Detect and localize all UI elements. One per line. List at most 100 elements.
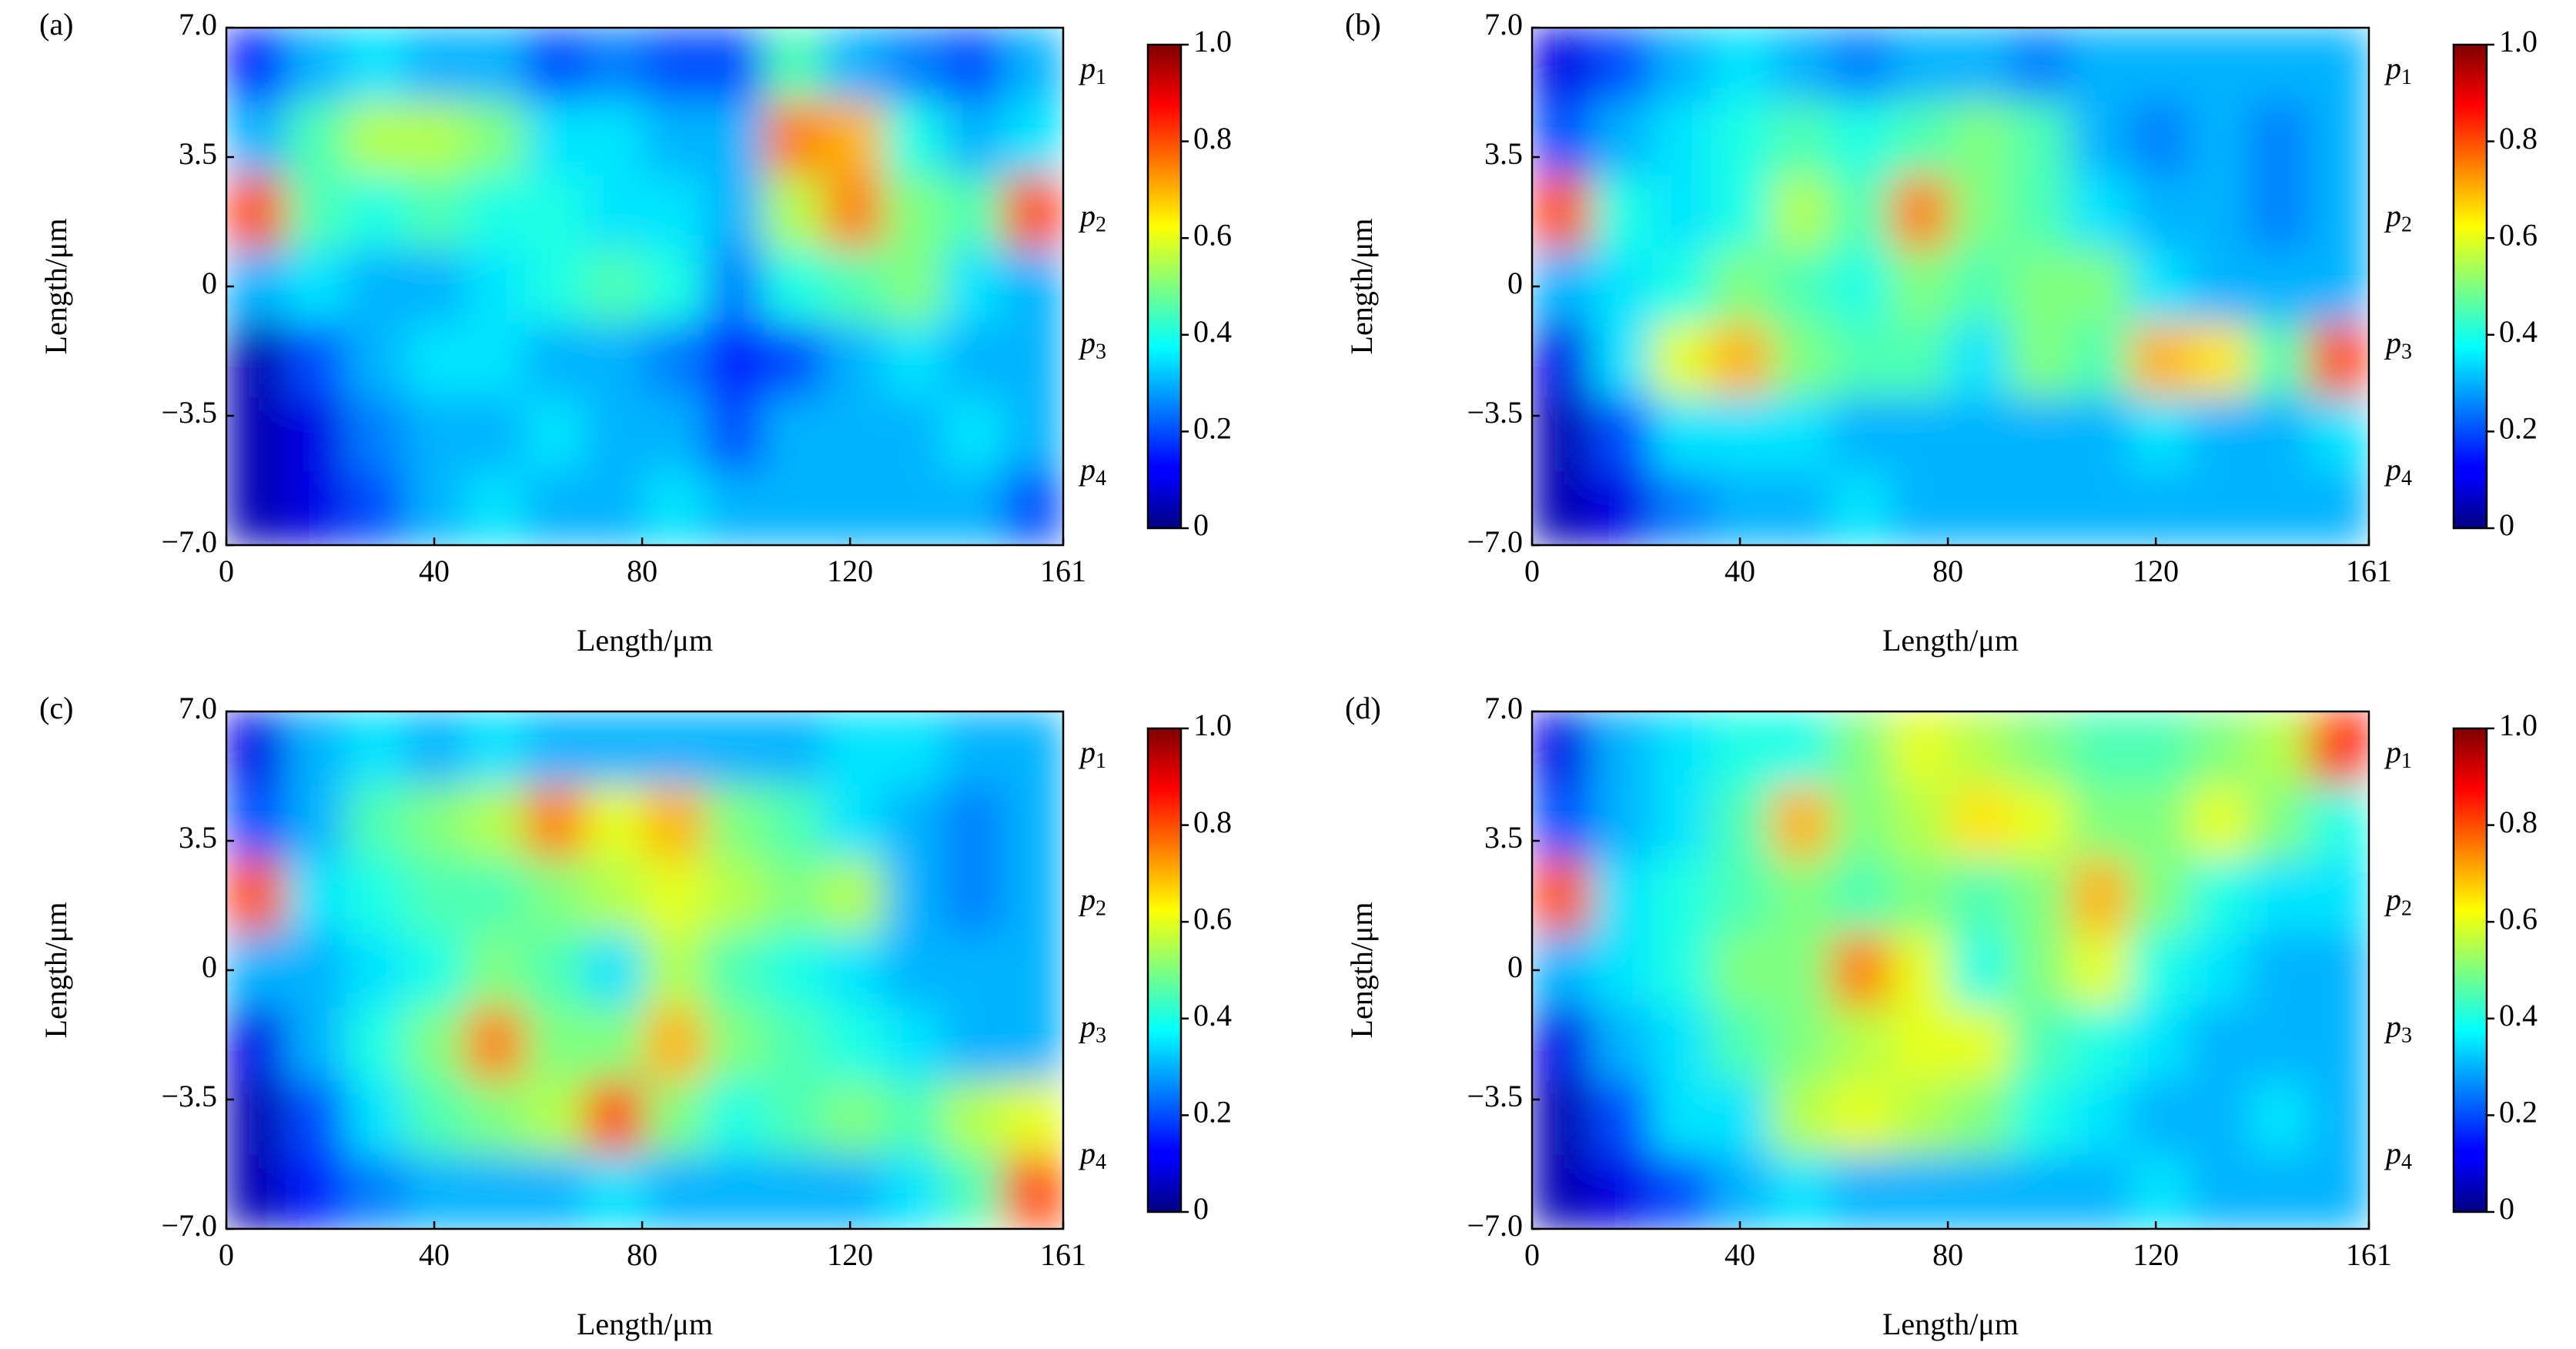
heat-cell [764,470,825,545]
port-symbol: p [2384,325,2401,360]
heat-cell [1651,175,1712,250]
port-label: p1 [2384,735,2412,773]
heat-cell [764,859,825,934]
heat-cell [1950,711,2011,786]
heat-cell [465,175,526,250]
y-tick-label: −3.5 [161,1079,217,1113]
heat-cell [226,397,287,472]
heat-cell [286,785,346,860]
heat-cell [1002,28,1063,102]
colorbar-tick-label: 0.4 [1193,998,1232,1033]
heatmap-cells [226,28,1063,545]
heat-cell [345,859,406,934]
heat-cell [883,1006,945,1082]
heat-cell [883,249,945,324]
heat-cell [2249,1154,2310,1229]
heat-cell [823,28,885,102]
heat-cell [1651,932,1712,1008]
heat-cell [405,249,467,324]
port-index: 1 [2401,66,2412,90]
heat-cell [1950,785,2011,860]
heat-cell [1002,1080,1063,1156]
colorbar-tick-label: 1.0 [2499,708,2538,742]
heat-cell [1830,323,1892,398]
heat-cell [704,28,765,102]
heat-cell [823,1154,885,1229]
heat-cell [226,932,287,1008]
heat-cell [764,932,825,1008]
port-symbol: p [2384,882,2401,917]
heat-cell [584,711,645,786]
heat-cell [823,175,885,250]
heat-cell [1002,1154,1063,1229]
heat-cell [1771,859,1832,934]
port-label: p2 [2384,199,2412,237]
heat-cell [1532,1080,1593,1156]
heat-cell [1711,397,1772,472]
heat-cell [465,1006,526,1082]
colorbar-tick-label: 0.2 [1193,1095,1232,1130]
panel: 0 40 80 120 161−7.0−3.503.57.0Length/μmLengt… [38,691,1232,1341]
heat-cell [286,711,346,786]
heat-cell [704,1154,765,1229]
heat-cell [764,785,825,860]
heat-cell [1830,785,1892,860]
heatmap [226,28,1063,545]
heat-cell [2129,1080,2190,1156]
x-axis-label: Length/μm [1882,1307,2019,1341]
heat-cell [226,1154,287,1229]
colorbar-tick-label: 0 [1193,1191,1209,1226]
heat-cell [2189,1080,2250,1156]
heat-cell [1002,323,1063,398]
heat-cell [286,1154,346,1229]
heat-cell [2189,711,2250,786]
port-label: p1 [2384,51,2412,89]
heat-cell [1771,470,1832,545]
heat-cell [1890,711,1951,786]
heat-cell [405,711,467,786]
heat-cell [1830,1080,1892,1156]
heat-cell [704,1080,765,1156]
heat-cell [1711,711,1772,786]
x-tick-label: 80 [627,1237,657,1272]
heat-cell [2009,28,2071,102]
heat-cell [465,101,526,176]
heat-cell [2129,785,2190,860]
heat-cell [345,932,406,1008]
port-symbol: p [2384,1136,2401,1170]
heatmap [1532,28,2369,545]
port-index: 3 [1096,340,1106,364]
heat-cell [465,785,526,860]
port-label: p3 [2384,325,2412,363]
heat-cell [2069,323,2130,398]
heat-cell [2069,1154,2130,1229]
heat-cell [1591,249,1652,324]
heat-cell [1651,397,1712,472]
colorbar-tick-label: 0.6 [1193,217,1232,252]
heat-cell [2189,249,2250,324]
heat-cell [345,175,406,250]
heat-cell [1711,1006,1772,1082]
x-tick-label: 161 [2346,554,2392,588]
port-label: p3 [1078,1009,1106,1047]
heat-cell [2129,249,2190,324]
heat-cell [1651,785,1712,860]
heat-cell [524,932,586,1008]
heat-cell [1711,323,1772,398]
panel: 0 40 80 120 161−7.0−3.503.57.0Length/μmLengt… [1344,691,2538,1341]
heat-cell [1950,932,2011,1008]
heat-cell [1711,1080,1772,1156]
heat-cell [1591,1154,1652,1229]
colorbar-tick-label: 0.2 [1193,411,1232,446]
heat-cell [2308,1006,2369,1082]
y-axis-label: Length/μm [38,219,73,355]
heat-cell [465,249,526,324]
heat-cell [1771,175,1832,250]
x-tick-label: 120 [2133,554,2179,588]
heat-cell [2069,397,2130,472]
port-symbol: p [1078,735,1096,769]
heat-cell [2249,397,2310,472]
port-label: p1 [1078,735,1106,773]
heat-cell [405,323,467,398]
heat-cell [1830,932,1892,1008]
